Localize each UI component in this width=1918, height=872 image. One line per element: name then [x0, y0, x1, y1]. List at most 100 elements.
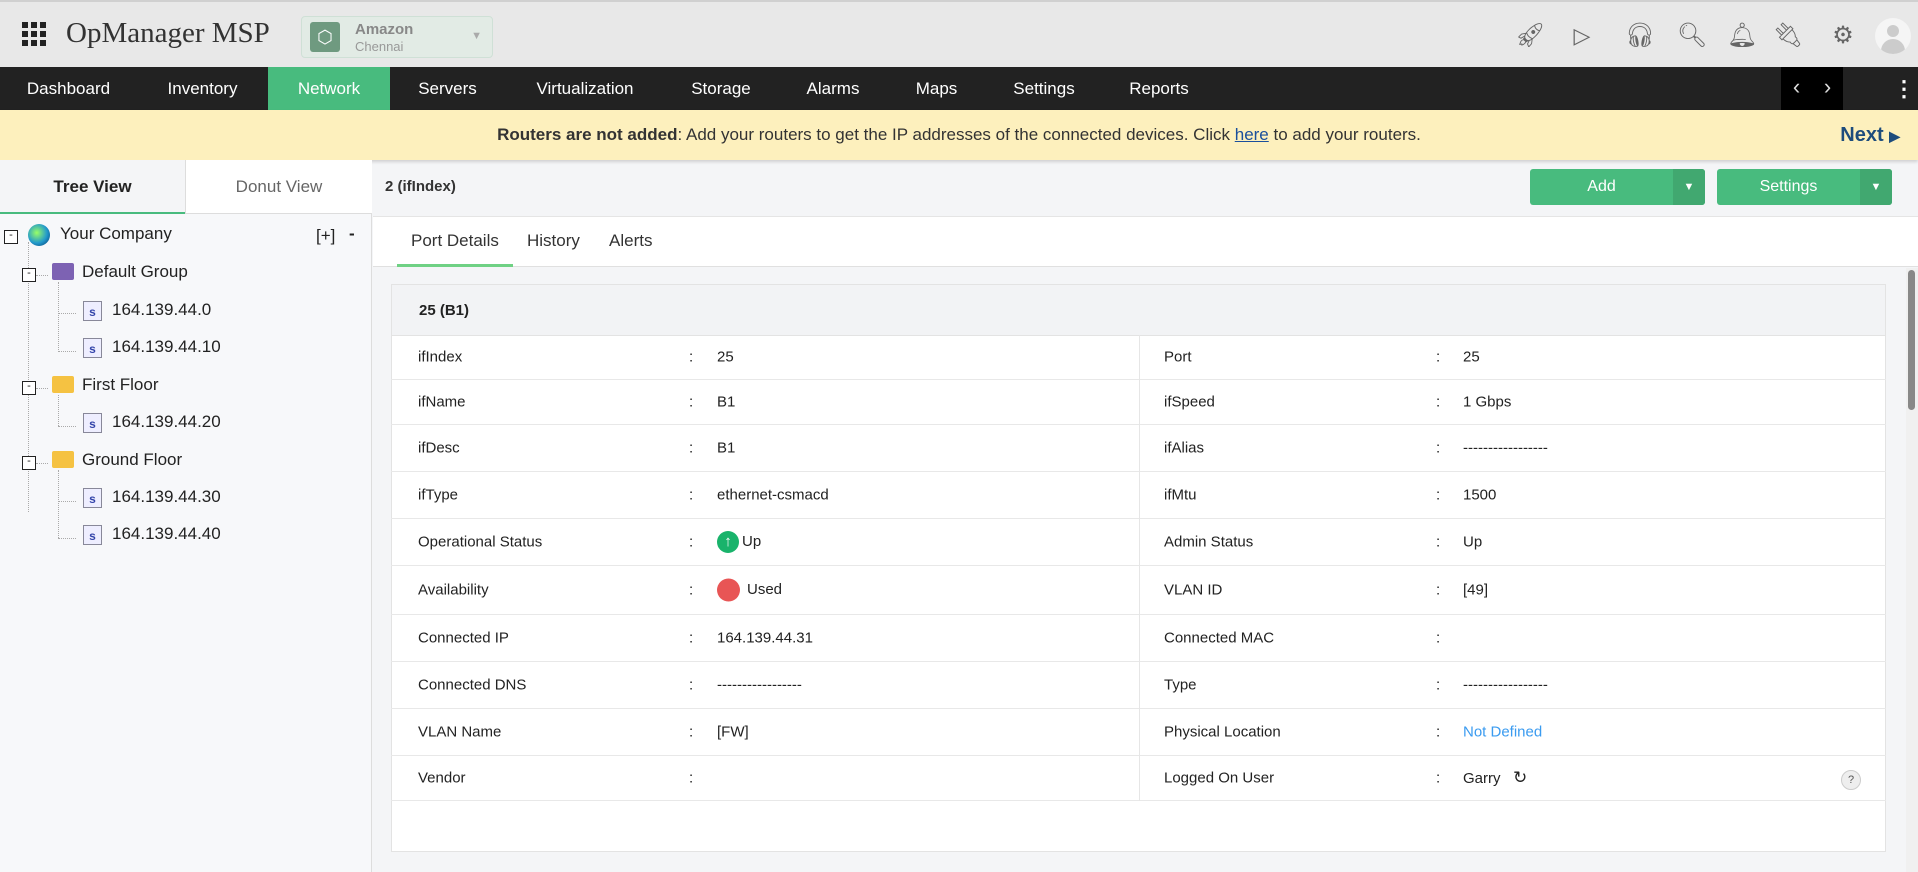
label: Vendor — [418, 769, 466, 787]
detail-row: Vendor: Logged On User: Garry ↻ — [391, 756, 1886, 801]
label: Physical Location — [1164, 723, 1281, 741]
colon: : — [1436, 533, 1441, 551]
nav-alarms[interactable]: Alarms — [806, 79, 860, 98]
scrollbar[interactable] — [1906, 268, 1918, 872]
cube-icon: ⬡ — [310, 22, 340, 52]
tree-device[interactable]: 164.139.44.30 — [112, 487, 221, 506]
collapse-toggle[interactable]: - — [4, 230, 18, 244]
label: ifAlias — [1164, 439, 1205, 457]
collapse-all-button[interactable]: - — [349, 224, 355, 243]
main-nav: Dashboard Inventory Network Servers Virt… — [0, 67, 1918, 110]
tree-root[interactable]: Your Company — [60, 224, 172, 243]
routers-banner: Routers are not added: Add your routers … — [0, 110, 1918, 160]
chevron-right-icon[interactable]: › — [1823, 74, 1832, 99]
nav-storage[interactable]: Storage — [691, 79, 751, 98]
tab-history[interactable]: History — [527, 231, 580, 250]
nav-reports[interactable]: Reports — [1129, 79, 1189, 98]
nav-scroll: ‹ › — [1781, 67, 1843, 110]
nav-inventory[interactable]: Inventory — [167, 79, 238, 98]
folder-icon — [52, 263, 74, 280]
caret-down-icon[interactable]: ▼ — [1673, 169, 1705, 205]
tab-donut-view[interactable]: Donut View — [185, 160, 372, 214]
detail-row: Connected IP: 164.139.44.31 Connected MAC: — [391, 615, 1886, 662]
folder-icon — [52, 451, 74, 468]
banner-next-button[interactable]: Next ▶ — [1840, 110, 1900, 160]
refresh-icon[interactable]: ↻ — [1513, 768, 1528, 787]
tree-group[interactable]: Ground Floor — [82, 450, 183, 469]
headset-icon[interactable]: 🎧︎ — [1624, 22, 1656, 49]
chevron-left-icon[interactable]: ‹ — [1792, 74, 1801, 99]
device-icon: s — [83, 413, 102, 433]
detail-row: VLAN Name: [FW] Physical Location: Not Defi… — [391, 709, 1886, 756]
collapse-toggle[interactable]: - — [22, 268, 36, 282]
plug-icon[interactable]: 🔌︎ — [1772, 22, 1804, 49]
device-icon: s — [83, 338, 102, 358]
column-divider — [1139, 335, 1140, 801]
value: 1 Gbps — [1463, 393, 1512, 411]
detail-row: ifName: B1 ifSpeed: 1 Gbps — [391, 380, 1886, 425]
rocket-icon[interactable]: 🚀︎ — [1514, 22, 1546, 49]
colon: : — [689, 723, 694, 741]
search-icon[interactable]: 🔍︎ — [1676, 22, 1708, 49]
add-button[interactable]: Add ▼ — [1530, 169, 1705, 205]
label: Connected MAC — [1164, 629, 1275, 647]
settings-button[interactable]: Settings ▼ — [1717, 169, 1892, 205]
bell-icon[interactable]: 🔔︎ — [1726, 22, 1758, 49]
label: VLAN Name — [418, 723, 502, 741]
customer-selector[interactable]: ⬡ Amazon Chennai ▼ — [301, 16, 493, 58]
collapse-toggle[interactable]: - — [22, 456, 36, 470]
gear-icon[interactable]: ⚙ — [1832, 22, 1854, 49]
colon: : — [1436, 676, 1441, 694]
tab-port-details[interactable]: Port Details — [397, 217, 513, 267]
banner-text: : Add your routers to get the IP address… — [677, 125, 1235, 144]
nav-virtualization[interactable]: Virtualization — [536, 79, 634, 98]
collapse-toggle[interactable]: - — [22, 381, 36, 395]
banner-here-link[interactable]: here — [1234, 125, 1269, 144]
value: B1 — [717, 393, 736, 411]
label: Operational Status — [418, 533, 543, 551]
value: B1 — [717, 439, 736, 457]
help-icon[interactable]: ? — [1841, 770, 1861, 790]
user-avatar-icon[interactable] — [1875, 18, 1911, 54]
tree-device[interactable]: 164.139.44.10 — [112, 337, 221, 356]
colon: : — [689, 769, 694, 787]
nav-network[interactable]: Network — [268, 67, 390, 110]
detail-row: ifIndex: 25 Port: 25 — [391, 335, 1886, 380]
app-grid-icon[interactable] — [22, 22, 46, 46]
scrollbar-thumb[interactable] — [1908, 270, 1915, 410]
nav-maps[interactable]: Maps — [915, 79, 958, 98]
tree-group[interactable]: First Floor — [82, 375, 159, 394]
caret-down-icon[interactable]: ▼ — [1860, 169, 1892, 205]
colon: : — [1436, 723, 1441, 741]
expand-all-button[interactable]: [+] — [316, 226, 336, 245]
colon: : — [1436, 439, 1441, 457]
tree-group[interactable]: Default Group — [82, 262, 188, 281]
nav-servers[interactable]: Servers — [418, 79, 477, 98]
arrow-up-icon: ↑ — [717, 531, 739, 553]
label: ifMtu — [1164, 486, 1197, 504]
colon: : — [689, 439, 694, 457]
tree-device[interactable]: 164.139.44.0 — [112, 300, 212, 319]
tree-device[interactable]: 164.139.44.20 — [112, 412, 221, 431]
device-icon: s — [83, 488, 102, 508]
label: ifType — [418, 486, 459, 504]
value: ethernet-csmacd — [717, 486, 829, 504]
value: Up — [1463, 533, 1483, 551]
tab-alerts[interactable]: Alerts — [609, 231, 653, 250]
label: Connected IP — [418, 629, 509, 647]
presentation-icon[interactable]: ▷ — [1573, 23, 1591, 48]
tab-tree-view[interactable]: Tree View — [0, 160, 185, 214]
value-wrap: ↑ Up — [717, 531, 761, 553]
more-menu-icon[interactable]: ⋮ — [1893, 76, 1915, 101]
nav-dashboard[interactable]: Dashboard — [26, 79, 111, 98]
value: 25 — [717, 348, 734, 366]
value: ----------------- — [1463, 439, 1548, 457]
label: ifDesc — [418, 439, 460, 457]
detail-tabs: Port Details History Alerts — [373, 216, 1918, 267]
add-label: Add — [1587, 178, 1616, 195]
nav-settings[interactable]: Settings — [1013, 79, 1075, 98]
value-wrap: Used — [717, 578, 782, 602]
tree-device[interactable]: 164.139.44.40 — [112, 524, 221, 543]
label: ifIndex — [418, 348, 463, 366]
value[interactable]: Not Defined — [1463, 723, 1543, 741]
